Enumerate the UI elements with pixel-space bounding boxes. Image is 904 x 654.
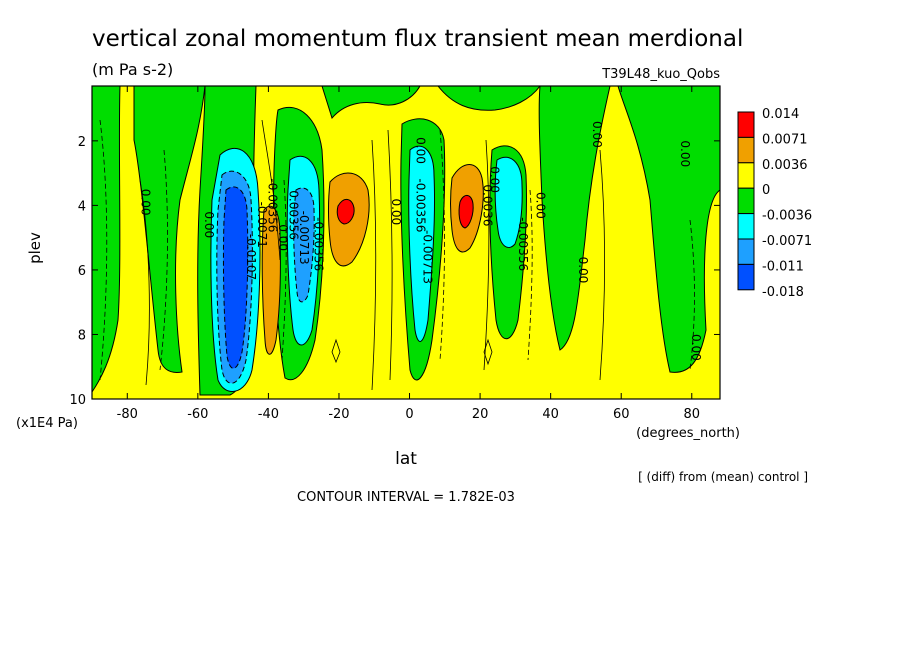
darkblue-cell-south <box>222 186 249 369</box>
x-tick-label: 20 <box>472 407 489 422</box>
legend-label: 0.014 <box>762 107 799 122</box>
legend-label: -0.0071 <box>762 234 812 249</box>
x-axis: -80 -60 -40 -20 0 20 40 60 80 <box>117 86 700 422</box>
x-tick-label: -60 <box>187 407 208 422</box>
contour-interval: CONTOUR INTERVAL = 1.782E-03 <box>297 490 515 505</box>
contour-label: 0.00 <box>488 166 502 193</box>
chart-subtitle: (m Pa s-2) <box>92 60 173 79</box>
contour-label: -0.00713 <box>421 230 435 284</box>
x-tick-label: 80 <box>684 407 701 422</box>
contour-label: 0.0036 <box>481 184 495 226</box>
plot-frame <box>91 85 721 400</box>
legend-label: -0.011 <box>762 259 804 274</box>
legend-swatch <box>737 213 755 240</box>
green-region-south-2 <box>133 86 206 373</box>
contour-label: -0.00356 <box>414 178 428 232</box>
y-tick-label: 6 <box>78 264 86 279</box>
green-region-south <box>92 86 121 393</box>
chart-title: vertical zonal momentum flux transient m… <box>92 26 743 52</box>
y-tick-label: 2 <box>78 135 86 150</box>
contour-label: -0.00356 <box>265 178 279 232</box>
red-cell-north <box>458 195 474 229</box>
plot-area: 0.000.00-0.0107-0.0071-0.003560.000.0035… <box>69 85 721 422</box>
legend-label: 0 <box>762 183 770 198</box>
x-axis-label: lat <box>395 449 417 469</box>
color-legend: 0.014 0.0071 0.0036 0 -0.0036 -0.0071 -0.011 -0… <box>737 107 812 300</box>
contour-label: 0.00 <box>678 140 692 167</box>
x-tick-label: 0 <box>405 407 413 422</box>
contour-labels: 0.000.00-0.0107-0.0071-0.003560.000.0035… <box>138 121 702 361</box>
x-tick-label: -20 <box>328 407 349 422</box>
contour-label: -0.00713 <box>297 211 311 265</box>
green-region-topmid <box>321 86 421 120</box>
legend-swatch <box>737 263 755 291</box>
y-tick-label: 4 <box>78 199 86 214</box>
red-cell-midsouth <box>336 199 355 225</box>
legend-swatch <box>737 162 755 189</box>
contour-label: -0.00356 <box>516 217 530 271</box>
legend-label: 0.0071 <box>762 132 808 147</box>
contour-label: -0.0071 <box>255 202 269 248</box>
green-region-topnorth <box>437 86 541 111</box>
contour-label: 0.00 <box>689 334 703 361</box>
diff-note: [ (diff) from (mean) control ] <box>638 470 808 484</box>
x-tick-label: -40 <box>258 407 279 422</box>
legend-swatch <box>737 111 755 138</box>
x-tick-label: 40 <box>542 407 559 422</box>
contour-label: 0.00 <box>389 198 403 225</box>
y-tick-label: 10 <box>69 393 86 408</box>
y-axis-label: plev <box>26 232 44 264</box>
contour-fields <box>92 86 720 399</box>
contour-label: 0.00 <box>534 192 548 219</box>
legend-swatch <box>737 238 755 265</box>
contour-label: 0.00 <box>590 121 604 148</box>
legend-label: -0.018 <box>762 285 804 300</box>
contour-label: 0.00 <box>576 257 590 284</box>
blue-cell-midsouth <box>293 187 315 303</box>
x-tick-label: 60 <box>613 407 630 422</box>
thin-contours <box>99 119 695 391</box>
contour-label: -0.00356 <box>311 217 325 271</box>
contour-label: 0.00 <box>138 189 152 216</box>
run-label: T39L48_kuo_Qobs <box>601 67 720 82</box>
legend-swatch <box>737 136 755 164</box>
legend-label: 0.0036 <box>762 158 808 173</box>
y-tick-label: 8 <box>78 328 86 343</box>
cyan-cell-north <box>494 156 523 248</box>
contour-label: 0.00 <box>276 224 290 251</box>
x-units-label: (degrees_north) <box>636 426 740 441</box>
orange-cell-south <box>261 205 281 355</box>
contour-label: 0.00 <box>414 137 428 164</box>
green-region-north-2 <box>538 86 611 351</box>
y-units-label: (x1E4 Pa) <box>16 416 78 431</box>
x-tick-label: -80 <box>117 407 138 422</box>
y-axis: 2 4 6 8 10 <box>69 135 720 408</box>
legend-label: -0.0036 <box>762 209 812 224</box>
contour-label: 0.00 <box>202 211 216 238</box>
legend-swatch <box>737 187 755 215</box>
contour-label: -0.0107 <box>244 234 258 280</box>
cyan-cell-equator <box>408 145 436 342</box>
contour-label: 0.00356 <box>287 190 301 240</box>
